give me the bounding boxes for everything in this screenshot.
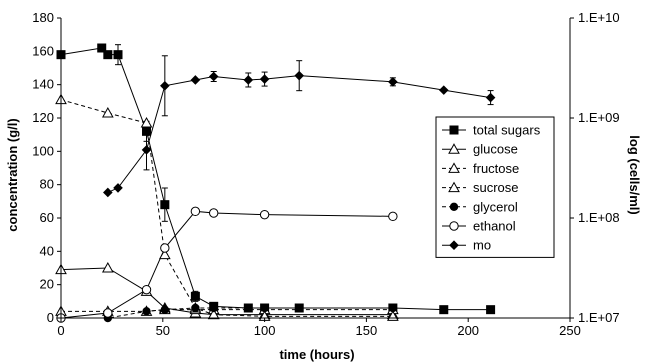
legend-marker-ethanol xyxy=(449,221,459,231)
y-tick-label: 0 xyxy=(47,310,54,325)
point-glucose xyxy=(101,261,114,273)
y-axis-title: concentration (g/l) xyxy=(5,118,20,231)
point-mo xyxy=(103,187,113,198)
legend-label-mo: mo xyxy=(473,238,491,253)
x-axis-title: time (hours) xyxy=(279,347,354,362)
point-ethanol xyxy=(190,206,201,217)
legend-marker-total-sugars xyxy=(449,125,459,135)
y-tick-label: 160 xyxy=(32,43,54,58)
y-tick-label: 80 xyxy=(40,177,54,192)
point-sucrose xyxy=(101,106,114,118)
y2-tick-label: 1.E+09 xyxy=(578,110,620,125)
point-ethanol xyxy=(160,243,170,253)
point-total-sugars xyxy=(113,50,123,60)
legend-label-ethanol: ethanol xyxy=(473,219,516,234)
series-line-sucrose xyxy=(60,99,393,317)
y2-tick-label: 1.E+10 xyxy=(578,10,620,25)
point-mo xyxy=(259,74,270,84)
point-total-sugars xyxy=(486,305,496,315)
x-tick-label: 200 xyxy=(457,323,479,338)
point-total-sugars xyxy=(103,50,113,60)
point-ethanol xyxy=(259,209,270,220)
legend-marker-glycerol xyxy=(449,202,459,211)
legend-label-total-sugars: total sugars xyxy=(473,123,541,138)
point-glycerol xyxy=(142,307,151,316)
x-tick-label: 0 xyxy=(57,323,64,338)
y2-tick-label: 1.E+07 xyxy=(578,310,620,325)
point-mo xyxy=(141,145,152,155)
y-tick-label: 180 xyxy=(32,10,54,25)
point-mo xyxy=(190,75,201,85)
legend-label-glycerol: glycerol xyxy=(473,199,518,214)
y-tick-label: 100 xyxy=(32,143,54,158)
series-line-layer xyxy=(60,47,491,319)
point-mo xyxy=(243,75,254,85)
point-ethanol xyxy=(141,284,152,295)
y2-axis-title: log (cells/ml) xyxy=(627,135,642,214)
point-total-sugars xyxy=(160,200,170,210)
point-mo xyxy=(485,92,496,103)
point-glycerol xyxy=(209,303,218,313)
legend-marker-sucrose xyxy=(448,181,460,193)
point-mo xyxy=(113,183,123,193)
point-mo xyxy=(294,70,305,81)
point-mo xyxy=(388,77,398,87)
legend: total sugars glucose fructose sucrose glycer… xyxy=(435,116,555,258)
y-tick-label: 20 xyxy=(40,277,54,292)
point-glycerol xyxy=(191,303,200,313)
x-tick-label: 100 xyxy=(254,323,276,338)
point-total-sugars xyxy=(97,43,107,53)
legend-marker-fructose xyxy=(448,162,460,173)
point-mo xyxy=(438,85,449,95)
point-sucrose xyxy=(158,248,171,260)
y-tick-label: 120 xyxy=(32,110,54,125)
legend-label-glucose: glucose xyxy=(473,142,518,157)
point-total-sugars xyxy=(190,291,200,301)
y-tick-label: 140 xyxy=(32,77,54,92)
point-glycerol xyxy=(160,305,170,314)
series-line-glycerol xyxy=(61,307,393,319)
x-tick-label: 150 xyxy=(356,323,378,338)
legend-label-fructose: fructose xyxy=(473,161,519,176)
point-glycerol xyxy=(260,303,269,313)
legend-marker-mo xyxy=(449,240,459,250)
point-total-sugars xyxy=(243,303,253,313)
x-tick-label: 250 xyxy=(559,323,581,338)
legend-label-sucrose: sucrose xyxy=(473,180,519,195)
point-ethanol xyxy=(103,308,113,318)
legend-marker-glucose xyxy=(448,143,460,154)
point-ethanol xyxy=(209,208,219,218)
point-total-sugars xyxy=(294,303,304,313)
point-sucrose xyxy=(140,116,153,128)
x-tick-label: 50 xyxy=(156,323,170,338)
marker-layer xyxy=(55,43,496,323)
y-tick-label: 60 xyxy=(40,210,54,225)
point-total-sugars xyxy=(439,305,449,315)
series-line-ethanol xyxy=(60,210,393,319)
series-line-glucose xyxy=(60,267,393,316)
point-total-sugars xyxy=(142,126,152,136)
point-sucrose xyxy=(207,308,220,320)
y-tick-label: 40 xyxy=(40,243,54,258)
point-glycerol xyxy=(388,303,398,313)
series-line-mo xyxy=(107,75,491,193)
point-mo xyxy=(208,71,219,82)
point-ethanol xyxy=(388,211,398,222)
series-line-fructose xyxy=(61,309,393,312)
point-mo xyxy=(160,80,170,91)
y2-tick-label: 1.E+08 xyxy=(578,210,620,225)
